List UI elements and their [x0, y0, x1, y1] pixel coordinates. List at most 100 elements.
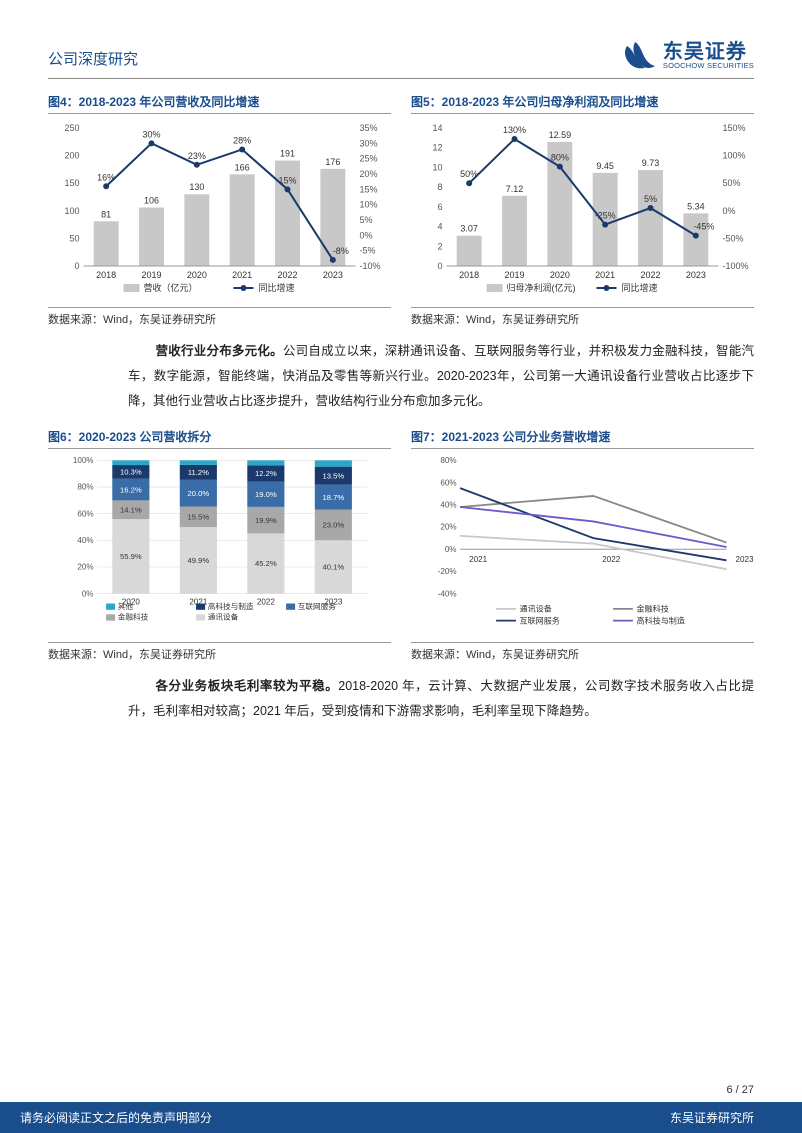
- fig5-title: 图5：2018-2023 年公司归母净利润及同比增速: [411, 93, 754, 114]
- para-1: 营收行业分布多元化。公司自成立以来，深耕通讯设备、互联网服务等行业，并积极发力金…: [128, 339, 754, 414]
- svg-text:8: 8: [437, 182, 442, 192]
- svg-text:-20%: -20%: [438, 567, 457, 576]
- fig4-title: 图4：2018-2023 年公司营收及同比增速: [48, 93, 391, 114]
- svg-text:9.45: 9.45: [596, 161, 614, 171]
- svg-text:25%: 25%: [360, 154, 378, 164]
- fig7-chart: -40%-20%0%20%40%60%80%202120222023通讯设备金融…: [411, 455, 754, 635]
- svg-text:2022: 2022: [277, 270, 297, 280]
- svg-text:2022: 2022: [257, 597, 275, 606]
- svg-text:100%: 100%: [73, 456, 94, 465]
- page-header: 公司深度研究 东吴证券 SOOCHOW SECURITIES: [48, 40, 754, 72]
- svg-text:80%: 80%: [77, 483, 93, 492]
- svg-text:15.5%: 15.5%: [188, 513, 210, 522]
- svg-text:106: 106: [144, 195, 159, 205]
- svg-text:7.12: 7.12: [506, 184, 524, 194]
- svg-text:12.59: 12.59: [549, 130, 572, 140]
- svg-text:0: 0: [74, 261, 79, 271]
- svg-text:200: 200: [64, 151, 79, 161]
- svg-text:金融科技: 金融科技: [637, 604, 669, 614]
- svg-text:-100%: -100%: [723, 261, 749, 271]
- svg-text:23.0%: 23.0%: [323, 521, 345, 530]
- svg-text:100%: 100%: [723, 151, 746, 161]
- svg-text:5%: 5%: [644, 194, 657, 204]
- svg-text:0: 0: [437, 261, 442, 271]
- svg-text:150%: 150%: [723, 123, 746, 133]
- svg-text:40.1%: 40.1%: [323, 563, 345, 572]
- svg-text:3.07: 3.07: [460, 224, 478, 234]
- svg-text:2018: 2018: [96, 270, 116, 280]
- svg-text:互联网服务: 互联网服务: [298, 601, 337, 611]
- svg-text:6: 6: [437, 202, 442, 212]
- svg-text:20%: 20%: [440, 523, 456, 532]
- svg-text:-50%: -50%: [723, 233, 744, 243]
- svg-text:5.34: 5.34: [687, 201, 705, 211]
- svg-text:归母净利润(亿元): 归母净利润(亿元): [507, 282, 576, 293]
- header-divider: [48, 78, 754, 79]
- svg-text:14: 14: [432, 123, 442, 133]
- svg-text:15%: 15%: [360, 184, 378, 194]
- fig4-chart: 050100150200250-10%-5%0%5%10%15%20%25%30…: [48, 120, 391, 300]
- fig7-source: 数据来源：Wind，东吴证券研究所: [411, 642, 754, 662]
- svg-text:2019: 2019: [504, 270, 524, 280]
- svg-text:80%: 80%: [440, 456, 456, 465]
- page-footer: 6 / 27 请务必阅读正文之后的免责声明部分 东吴证券研究所: [0, 1084, 802, 1133]
- fig6-title: 图6：2020-2023 公司营收拆分: [48, 428, 391, 449]
- svg-text:10: 10: [432, 162, 442, 172]
- para2-bold: 各分业务板块毛利率较为平稳。: [156, 679, 339, 693]
- svg-text:40%: 40%: [440, 501, 456, 510]
- svg-text:50%: 50%: [723, 178, 741, 188]
- svg-text:通讯设备: 通讯设备: [520, 604, 552, 614]
- svg-text:130: 130: [189, 182, 204, 192]
- svg-text:2018: 2018: [459, 270, 479, 280]
- svg-text:2021: 2021: [595, 270, 615, 280]
- svg-text:其他: 其他: [118, 601, 134, 611]
- svg-text:30%: 30%: [142, 129, 160, 139]
- fig5-chart: 02468101214-100%-50%0%50%100%150%3.07201…: [411, 120, 754, 300]
- fig5-source: 数据来源：Wind，东吴证券研究所: [411, 307, 754, 327]
- svg-text:高科技与制造: 高科技与制造: [208, 601, 254, 611]
- svg-text:2022: 2022: [602, 555, 620, 564]
- footer-disclaimer: 请务必阅读正文之后的免责声明部分: [20, 1109, 212, 1126]
- svg-text:营收（亿元）: 营收（亿元）: [144, 282, 198, 293]
- svg-text:2023: 2023: [736, 555, 754, 564]
- svg-text:2020: 2020: [550, 270, 570, 280]
- svg-text:2023: 2023: [323, 270, 343, 280]
- svg-text:14.1%: 14.1%: [120, 505, 142, 514]
- svg-text:2021: 2021: [232, 270, 252, 280]
- svg-text:81: 81: [101, 209, 111, 219]
- svg-text:50: 50: [69, 233, 79, 243]
- svg-text:45.2%: 45.2%: [255, 559, 277, 568]
- svg-text:19.9%: 19.9%: [255, 516, 277, 525]
- svg-text:0%: 0%: [445, 545, 457, 554]
- svg-text:10.3%: 10.3%: [120, 468, 142, 477]
- svg-text:金融科技: 金融科技: [118, 612, 149, 622]
- svg-text:166: 166: [235, 162, 250, 172]
- svg-text:2023: 2023: [686, 270, 706, 280]
- page-number: 6 / 27: [0, 1084, 802, 1096]
- svg-text:16.2%: 16.2%: [120, 485, 142, 494]
- svg-text:9.73: 9.73: [642, 158, 660, 168]
- para1-bold: 营收行业分布多元化。: [156, 344, 283, 358]
- brand-cn: 东吴证券: [663, 42, 754, 62]
- svg-text:2: 2: [437, 241, 442, 251]
- svg-text:2021: 2021: [469, 555, 487, 564]
- svg-text:20%: 20%: [77, 563, 93, 572]
- svg-text:互联网服务: 互联网服务: [520, 615, 560, 625]
- svg-text:35%: 35%: [360, 123, 378, 133]
- svg-text:80%: 80%: [551, 153, 569, 163]
- svg-text:250: 250: [64, 123, 79, 133]
- svg-text:100: 100: [64, 206, 79, 216]
- svg-text:60%: 60%: [440, 478, 456, 487]
- para-2: 各分业务板块毛利率较为平稳。2018-2020 年，云计算、大数据产业发展，公司…: [128, 674, 754, 724]
- fig6-chart: 0%20%40%60%80%100%55.9%14.1%16.2%10.3%20…: [48, 455, 391, 635]
- svg-text:0%: 0%: [723, 206, 736, 216]
- svg-text:-10%: -10%: [360, 261, 381, 271]
- svg-text:18.7%: 18.7%: [323, 493, 345, 502]
- svg-text:19.0%: 19.0%: [255, 490, 277, 499]
- fig6-source: 数据来源：Wind，东吴证券研究所: [48, 642, 391, 662]
- svg-text:49.9%: 49.9%: [188, 556, 210, 565]
- svg-text:11.2%: 11.2%: [188, 468, 209, 477]
- svg-text:150: 150: [64, 178, 79, 188]
- svg-text:30%: 30%: [360, 138, 378, 148]
- svg-text:2020: 2020: [187, 270, 207, 280]
